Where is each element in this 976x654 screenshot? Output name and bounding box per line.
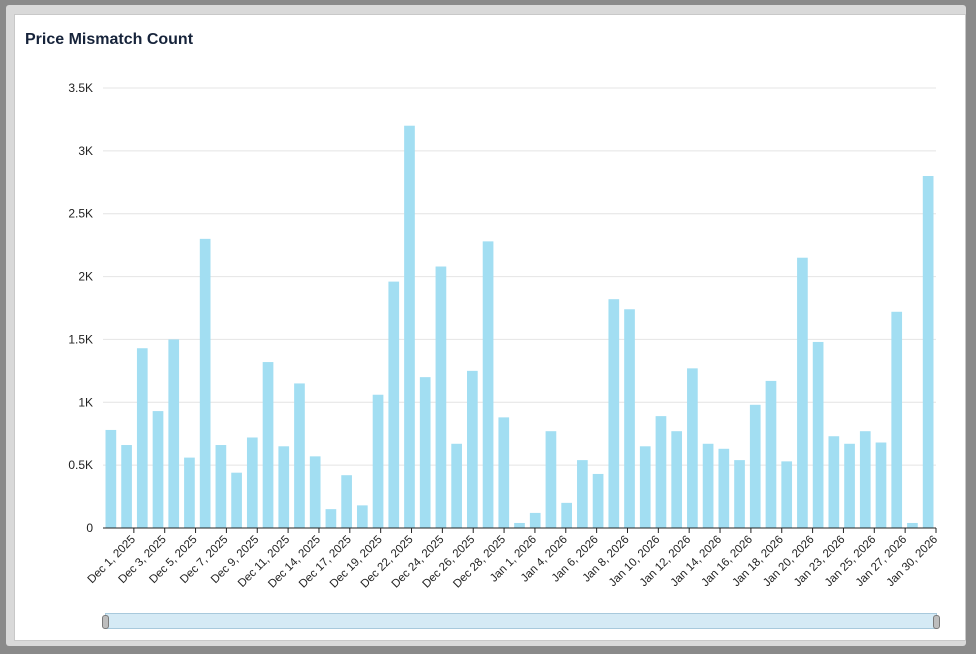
bar[interactable]	[749, 404, 761, 528]
bar[interactable]	[875, 442, 887, 528]
bar[interactable]	[356, 505, 368, 528]
bar[interactable]	[152, 411, 164, 528]
bar[interactable]	[215, 445, 227, 528]
bar[interactable]	[514, 522, 525, 528]
bar[interactable]	[262, 362, 274, 528]
scrollbar-start-handle[interactable]	[102, 615, 109, 629]
y-tick-label: 1.5K	[68, 332, 93, 346]
bar[interactable]	[734, 460, 745, 528]
bar[interactable]	[922, 176, 934, 528]
bar[interactable]	[294, 383, 305, 528]
bar[interactable]	[121, 445, 132, 528]
bar[interactable]	[278, 446, 290, 528]
y-tick-label: 1K	[78, 395, 93, 409]
y-tick-label: 3K	[78, 144, 93, 158]
bar[interactable]	[231, 472, 242, 528]
bar[interactable]	[451, 443, 462, 528]
bar[interactable]	[372, 394, 384, 528]
bar[interactable]	[498, 417, 510, 528]
bar[interactable]	[309, 456, 321, 528]
bar[interactable]	[687, 368, 698, 528]
bar[interactable]	[639, 446, 651, 528]
bar[interactable]	[797, 257, 808, 528]
bar[interactable]	[812, 341, 824, 528]
bar[interactable]	[577, 460, 588, 528]
bar[interactable]	[168, 339, 180, 528]
bar[interactable]	[891, 311, 903, 528]
bar[interactable]	[325, 509, 337, 528]
bar[interactable]	[199, 238, 211, 528]
bar[interactable]	[136, 348, 148, 528]
bar[interactable]	[404, 125, 415, 528]
bar[interactable]	[467, 370, 478, 528]
bar[interactable]	[545, 431, 557, 528]
y-tick-label: 2K	[78, 270, 93, 284]
y-tick-label: 0	[86, 521, 93, 535]
bar[interactable]	[828, 436, 840, 528]
bar[interactable]	[781, 461, 793, 528]
bar[interactable]	[529, 512, 541, 528]
bar[interactable]	[718, 448, 730, 528]
y-tick-label: 2.5K	[68, 207, 93, 221]
scrollbar-end-handle[interactable]	[933, 615, 940, 629]
bar[interactable]	[341, 475, 352, 528]
bar[interactable]	[624, 309, 635, 528]
bar[interactable]	[561, 502, 572, 528]
bar[interactable]	[844, 443, 855, 528]
chart-title: Price Mismatch Count	[25, 31, 194, 48]
bar[interactable]	[419, 377, 431, 528]
bar[interactable]	[765, 380, 777, 528]
bar[interactable]	[435, 266, 447, 528]
bar[interactable]	[608, 299, 620, 528]
bar[interactable]	[655, 416, 667, 528]
bar[interactable]	[859, 431, 871, 528]
y-tick-label: 0.5K	[68, 458, 93, 472]
bar[interactable]	[105, 429, 117, 528]
range-scrollbar[interactable]	[102, 613, 940, 629]
bar[interactable]	[388, 281, 400, 528]
y-tick-label: 3.5K	[68, 81, 93, 95]
bar[interactable]	[592, 473, 604, 528]
chart-panel: Price Mismatch Count 0 0.5K 1K 1.5K 2K 2.5K 3K…	[14, 14, 966, 641]
bar[interactable]	[482, 241, 494, 528]
bar[interactable]	[184, 457, 195, 528]
bar[interactable]	[671, 431, 683, 528]
bar[interactable]	[246, 437, 258, 528]
bar[interactable]	[702, 443, 714, 528]
bar[interactable]	[907, 522, 918, 528]
